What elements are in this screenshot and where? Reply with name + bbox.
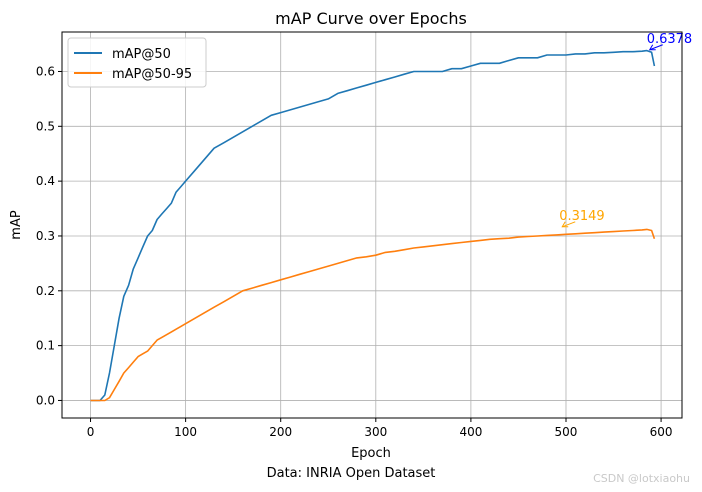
axis-ticks: 0 100 200 300 400 500 600 0.0 0.1 0.2 0.3 0.4 0.5 0.6 xyxy=(36,64,673,439)
x-tick-label: 600 xyxy=(650,425,673,439)
y-tick-label: 0.4 xyxy=(36,174,55,188)
legend: mAP@50 mAP@50-95 xyxy=(67,37,207,88)
data-source-caption: Data: INRIA Open Dataset xyxy=(266,466,436,481)
y-tick-label: 0.6 xyxy=(36,64,55,78)
legend-box xyxy=(67,37,207,88)
y-tick-label: 0.1 xyxy=(36,339,55,353)
annotation-arrow-1 xyxy=(561,221,576,228)
y-tick-label: 0.5 xyxy=(36,119,55,133)
legend-label-0: mAP@50 xyxy=(112,47,171,62)
x-tick-label: 400 xyxy=(459,425,482,439)
x-tick-label: 500 xyxy=(555,425,578,439)
series-line-0 xyxy=(90,49,656,402)
series-layer xyxy=(90,49,656,402)
annotation-arrow-0 xyxy=(648,44,663,51)
series-line-1 xyxy=(90,228,656,402)
annotation-label-1: 0.3149 xyxy=(559,209,605,224)
map-chart: mAP Curve over Epochs 0.6378 0.3149 0 100 2… xyxy=(9,9,693,461)
y-tick-label: 0.2 xyxy=(36,284,55,298)
x-axis-label: Epoch xyxy=(351,446,391,461)
y-tick-label: 0.3 xyxy=(36,229,55,243)
chart-title: mAP Curve over Epochs xyxy=(275,9,467,28)
watermark: CSDN @lotxiaohu xyxy=(593,472,690,485)
plot-area xyxy=(61,31,683,419)
legend-label-1: mAP@50-95 xyxy=(112,67,192,82)
x-tick-label: 300 xyxy=(364,425,387,439)
x-tick-label: 100 xyxy=(174,425,197,439)
y-tick-label: 0.0 xyxy=(36,393,55,407)
y-axis-label: mAP xyxy=(9,210,24,240)
x-tick-label: 200 xyxy=(269,425,292,439)
annotation-layer: 0.6378 0.3149 xyxy=(559,32,693,228)
x-tick-label: 0 xyxy=(87,425,95,439)
annotation-label-0: 0.6378 xyxy=(647,32,693,47)
